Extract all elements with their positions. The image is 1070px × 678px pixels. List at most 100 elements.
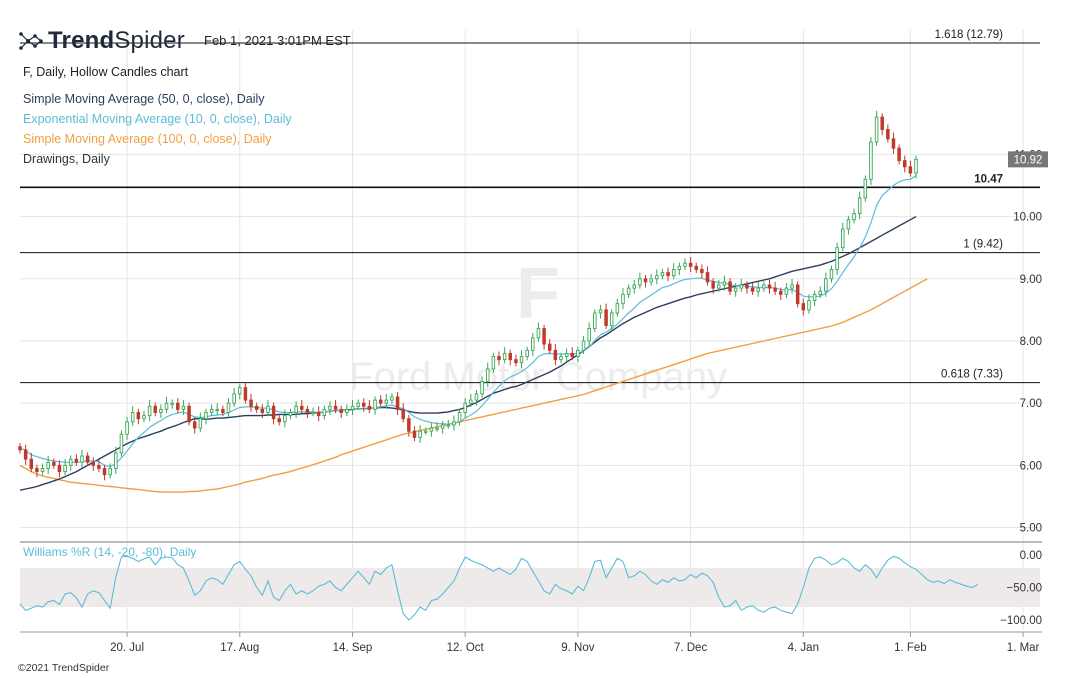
logo-wordmark: TrendSpider (48, 27, 185, 54)
candle-body (519, 356, 524, 364)
candle (536, 322, 541, 342)
candle (390, 393, 394, 404)
candle (514, 354, 518, 367)
candle-body (829, 269, 834, 280)
fibonacci-levels[interactable]: 1.618 (12.79) 10.47 1 (9.42) 0.618 (7.33) (20, 29, 1040, 384)
candle (756, 281, 760, 297)
candle-body (97, 464, 101, 469)
candle-body (857, 197, 862, 214)
candle (277, 413, 281, 426)
x-tick-label: 4. Jan (788, 642, 819, 654)
candle (418, 424, 422, 443)
candle (891, 132, 896, 154)
candle (717, 280, 721, 292)
candle (829, 265, 834, 283)
candle-body (271, 405, 276, 420)
candle-body (733, 287, 738, 292)
candle-body (170, 402, 174, 405)
candle-body (790, 284, 794, 289)
candle (683, 258, 687, 271)
candle-body (294, 405, 298, 413)
price-tick-label: 10.00 (1013, 212, 1042, 224)
candle-body (553, 349, 558, 361)
candle-body (74, 458, 79, 463)
candle-body (114, 452, 118, 469)
candle-body (671, 269, 676, 277)
candle-body (142, 415, 146, 420)
candle (469, 393, 473, 407)
candle-body (835, 247, 839, 270)
candle (621, 288, 625, 310)
candle (795, 281, 800, 308)
legend-ema-10[interactable]: Exponential Moving Average (10, 0, close… (23, 112, 292, 126)
candle (705, 266, 710, 286)
candle (294, 401, 298, 419)
sma-100-path (19, 278, 928, 493)
candle (581, 336, 586, 355)
candle (192, 416, 197, 434)
candle-body (192, 421, 197, 429)
candle-body (159, 408, 163, 413)
candle (215, 403, 219, 415)
candle-body (300, 405, 304, 410)
candle (57, 460, 62, 478)
candle-body (762, 284, 766, 289)
candle (102, 464, 107, 481)
candle (114, 446, 118, 475)
x-tick-label: 17. Aug (220, 642, 259, 654)
candle-body (722, 281, 727, 286)
candle-body (593, 312, 597, 329)
candle-body (333, 405, 338, 410)
candle-body (485, 368, 490, 382)
candle-body (626, 287, 631, 295)
candle-body (277, 418, 281, 423)
candle-body (440, 424, 445, 429)
candle-body (57, 464, 62, 473)
candle-body (63, 464, 67, 473)
candle-body (130, 412, 135, 423)
candle-body (390, 396, 394, 401)
candle-body (756, 287, 760, 292)
candle (643, 275, 648, 288)
candle (745, 281, 749, 294)
candle-body (750, 287, 755, 292)
legend-sma-50[interactable]: Simple Moving Average (50, 0, close), Da… (23, 92, 265, 106)
ema-10-line (19, 175, 917, 468)
candle (23, 444, 28, 465)
candle-body (880, 116, 884, 130)
candle-body (587, 328, 591, 342)
candle-body (841, 228, 845, 249)
candle (824, 272, 828, 297)
candle (857, 191, 862, 220)
candle (328, 401, 332, 415)
candle-body (824, 278, 828, 292)
candle (908, 160, 913, 177)
candle-body (91, 461, 96, 466)
candle (542, 324, 546, 350)
candle-body (429, 427, 434, 432)
candle (547, 339, 552, 355)
candle-body (249, 399, 253, 407)
candle (531, 332, 535, 356)
chart-title: F, Daily, Hollow Candles chart (23, 65, 189, 79)
candle (638, 272, 642, 289)
candle-body (649, 278, 653, 283)
candle (700, 264, 704, 279)
candle (728, 278, 732, 295)
candle-body (221, 408, 225, 413)
candle (68, 455, 73, 471)
williams-r-panel[interactable]: 0.00 −50.00 −100.00 Williams %R (14, -20, -… (19, 545, 1042, 627)
candle-body (621, 293, 625, 305)
candle-body (491, 356, 496, 370)
candle-body (373, 399, 377, 410)
x-tick-label: 12. Oct (447, 642, 485, 654)
candle-body (136, 412, 141, 420)
legend-drawings[interactable]: Drawings, Daily (23, 152, 110, 166)
candle (288, 408, 293, 420)
time-axis[interactable]: 20. Jul 17. Aug 14. Sep 12. Oct 9. Nov 7. Dec… (20, 631, 1042, 654)
legend-sma-100[interactable]: Simple Moving Average (100, 0, close), D… (23, 132, 272, 146)
level-label: 1 (9.42) (963, 239, 1003, 251)
candle-body (852, 213, 856, 221)
